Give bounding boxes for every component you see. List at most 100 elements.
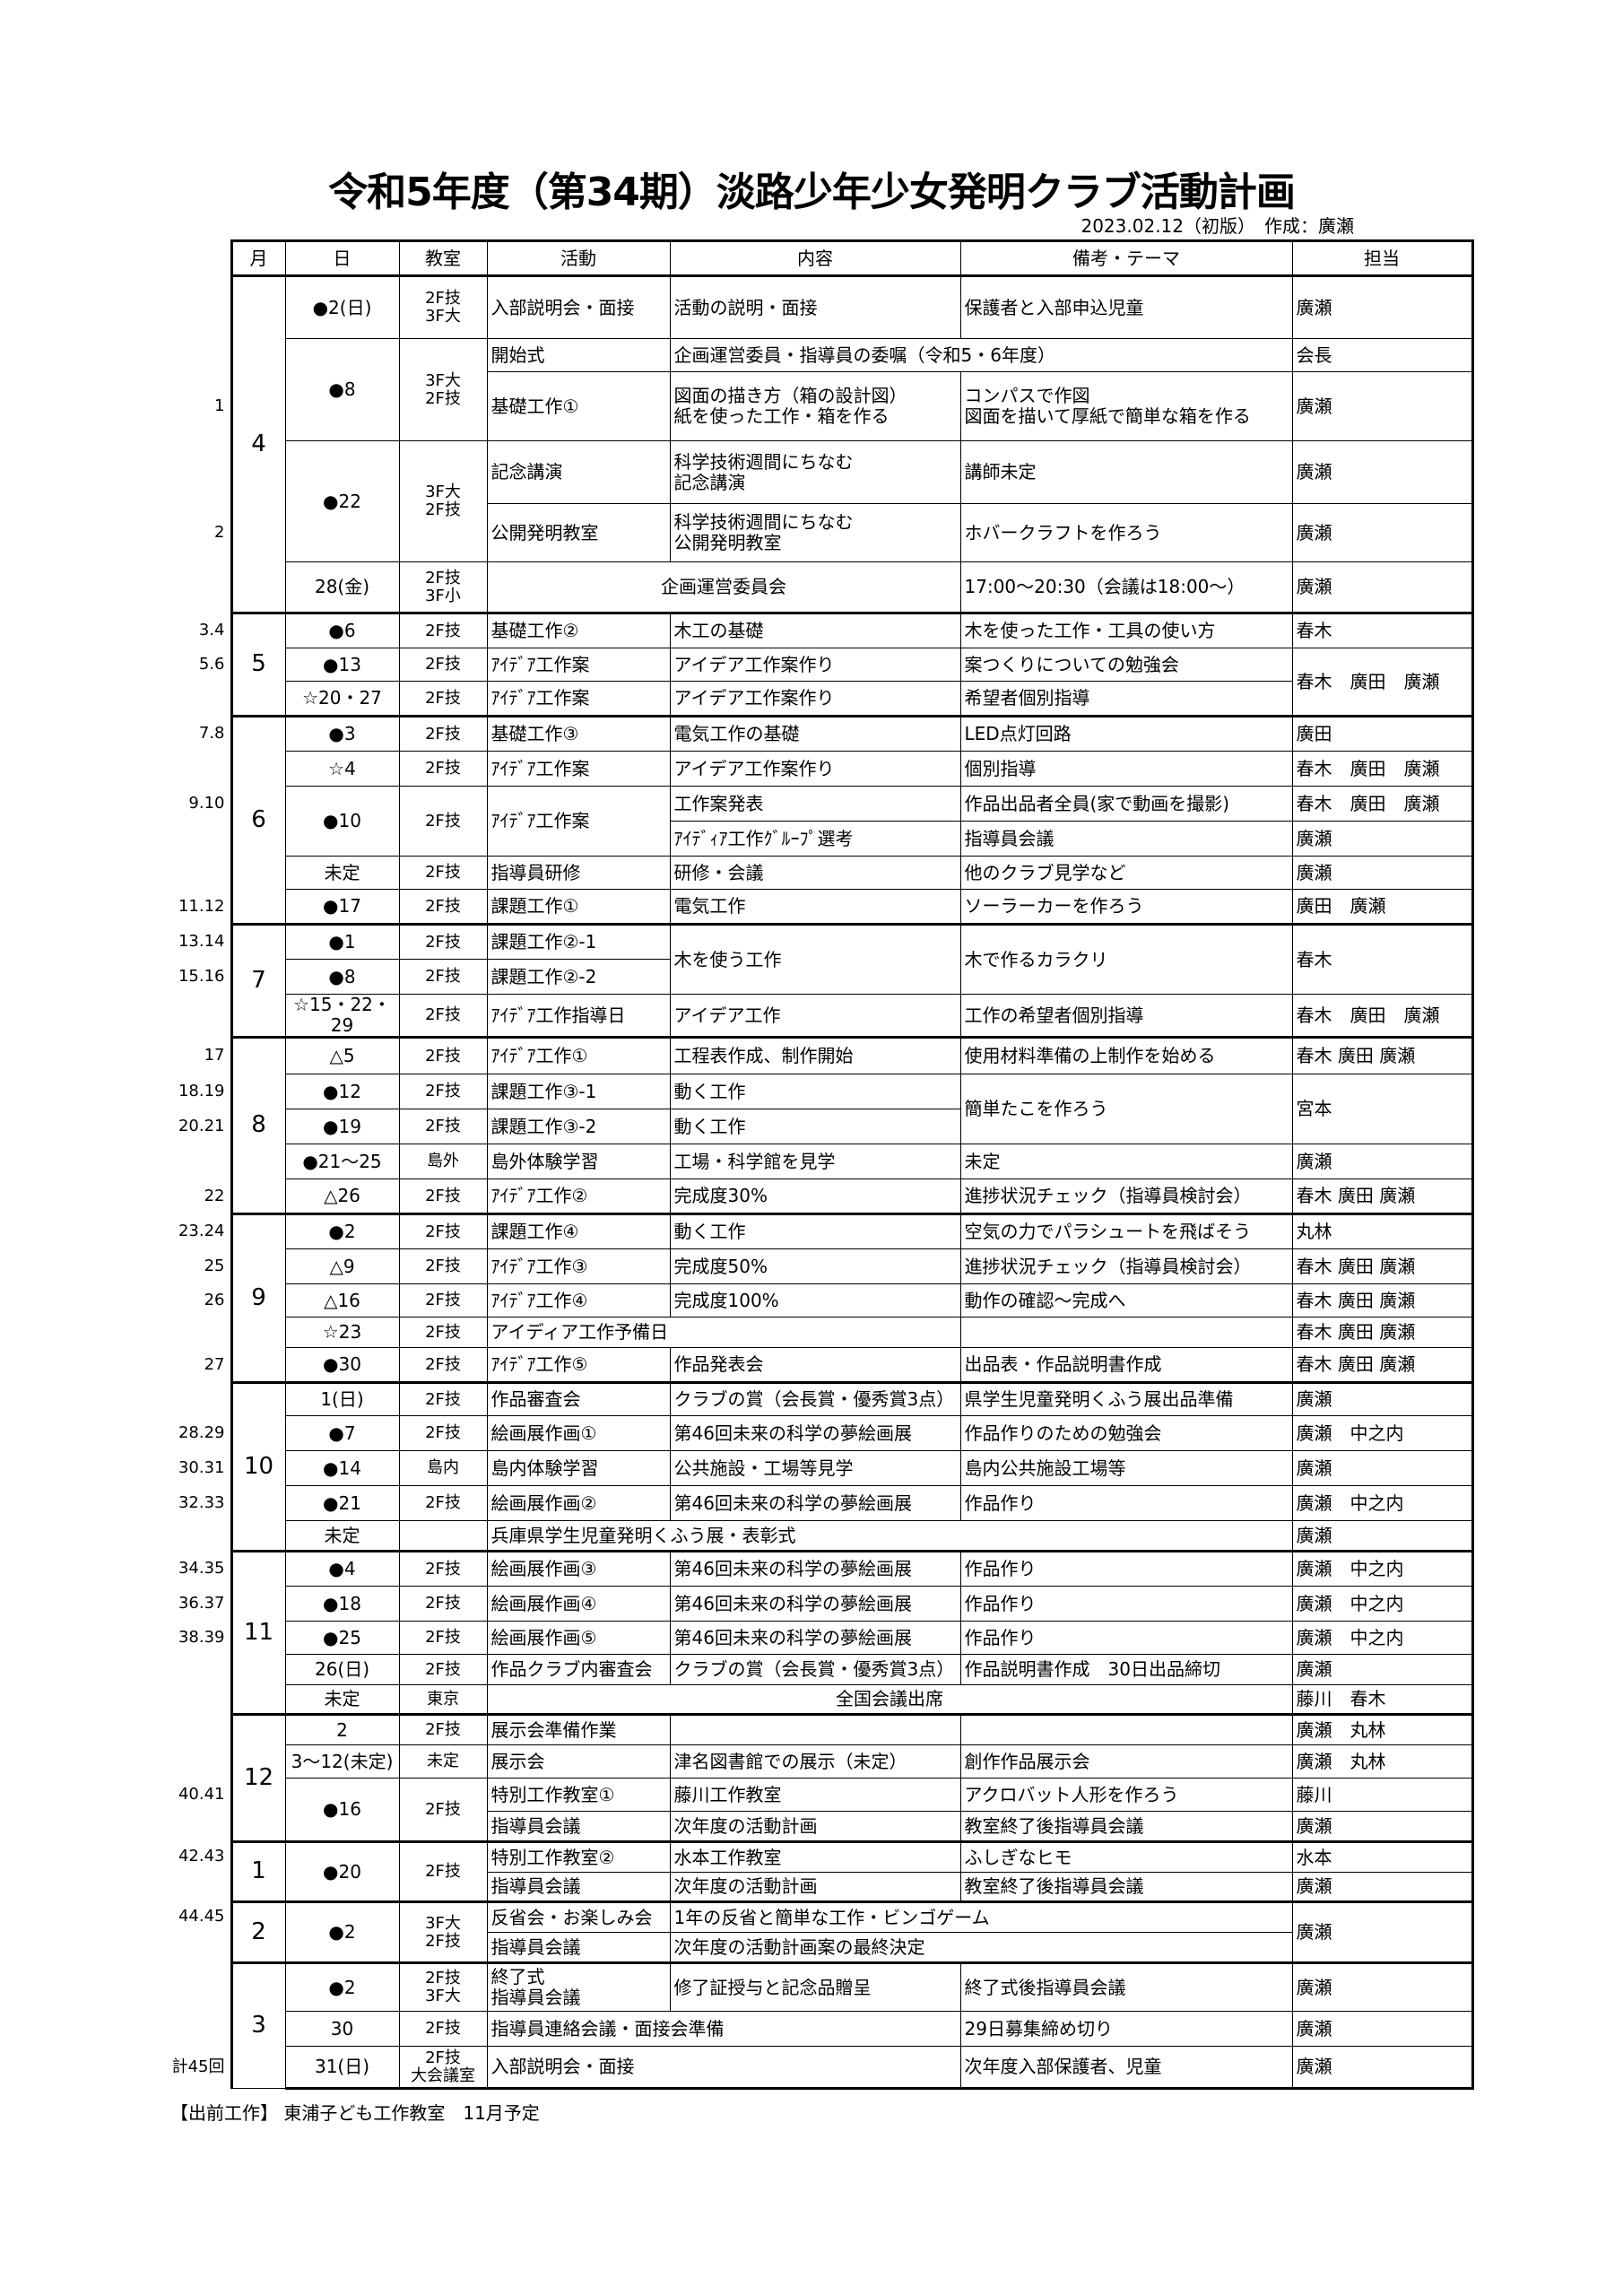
remarks-cell: 県学生児童発明くふう展出品準備 (959, 1381, 1293, 1416)
room-cell: 2F技 3F小 (398, 561, 488, 613)
remarks-cell (959, 1317, 1293, 1348)
staff-cell: 廣瀬 丸林 (1291, 1744, 1474, 1779)
room-cell: 2F技 (398, 681, 488, 717)
content-cell: アイデア工作案作り (669, 648, 961, 682)
activity-cell: 入部説明会・面接 (486, 2046, 961, 2090)
activity-cell: 絵画展作画③ (486, 1550, 671, 1587)
staff-cell: 春木 (1291, 923, 1474, 995)
date-cell: ●2(日) (284, 274, 400, 339)
staff-cell: 丸林 (1291, 1213, 1474, 1249)
date-cell: ●30 (284, 1347, 400, 1383)
room-cell (398, 1520, 488, 1552)
activity-cell: 指導員研修 (486, 856, 671, 890)
session-number-note (151, 1382, 233, 1416)
date-cell: ●4 (284, 1550, 400, 1587)
session-number-note (151, 440, 233, 504)
remarks-cell: 作品出品者全員(家で動画を撮影) (959, 786, 1293, 822)
content-cell: クラブの賞（会長賞・優秀賞3点） (669, 1654, 961, 1685)
activity-cell: ｱｲﾃﾞｱ工作① (486, 1036, 671, 1074)
content-cell: アイデア工作案作り (669, 681, 961, 717)
month-cell: 5 (230, 612, 286, 717)
activity-cell: ｱｲﾃﾞｱ工作案 (486, 648, 671, 682)
staff-cell: 廣瀬 (1291, 1961, 1474, 2012)
date-cell: 1(日) (284, 1381, 400, 1416)
table-row: ｱｲﾃﾞｨｱ工作ｸﾞﾙｰﾌﾟ選考 指導員会議 廣瀬 (151, 821, 1474, 857)
table-row: 17 8 △5 2F技 ｱｲﾃﾞｱ工作① 工程表作成、制作開始 使用材料準備の上制作を始める… (151, 1036, 1474, 1214)
activity-cell: ｱｲﾃﾞｱ工作指導日 (486, 994, 671, 1038)
room-cell: 2F技 (398, 648, 488, 682)
date-cell: ●25 (284, 1621, 400, 1655)
remarks-cell: 進捗状況チェック（指導員検討会） (959, 1248, 1293, 1284)
room-cell: 2F技 (398, 1713, 488, 1745)
activity-cell: 反省会・お楽しみ会 (486, 1900, 671, 1933)
table-row: 18.19 ●12 2F技 課題工作③-1 動く工作 簡単たこを作ろう 宮本 (151, 1074, 1474, 1144)
date-cell: ●19 (284, 1109, 400, 1144)
session-number-note: 42.43 (151, 1841, 233, 1873)
session-number-note (151, 275, 233, 339)
date-cell: △26 (284, 1178, 400, 1214)
activity-cell: 特別工作教室① (486, 1778, 671, 1812)
remarks-cell: 島内公共施設工場等 (959, 1450, 1293, 1486)
session-number-note: 5.6 (151, 648, 233, 682)
content-cell: 1年の反省と簡単な工作・ビンゴゲーム (669, 1900, 1293, 1933)
content-cell: 第46回未来の科学の夢絵画展 (669, 1485, 961, 1521)
room-cell: 3F大 2F技 (398, 1900, 488, 1963)
staff-cell: 廣瀬 中之内 (1291, 1485, 1474, 1521)
staff-cell: 廣瀬 (1291, 1450, 1474, 1486)
date-cell: △9 (284, 1248, 400, 1284)
table-row: 28(金) 2F技 3F小 企画運営委員会 17:00～20:30（会議は18:00～… (151, 561, 1474, 613)
content-cell: 次年度の活動計画 (669, 1872, 961, 1902)
staff-cell: 藤川 (1291, 1778, 1474, 1812)
room-cell: 2F技 (398, 2011, 488, 2047)
table-row: ☆20・27 2F技 ｱｲﾃﾞｱ工作案 アイデア工作案作り 希望者個別指導 (151, 681, 1472, 717)
content-cell: 科学技術週間にちなむ 公開発明教室 (669, 503, 961, 562)
staff-cell: 廣瀬 (1291, 1811, 1474, 1842)
activity-cell: 入部説明会・面接 (486, 274, 671, 339)
table-row: 25 △9 2F技 ｱｲﾃﾞｱ工作③ 完成度50% 進捗状況チェック（指導員検討会） 春木 … (151, 1248, 1474, 1284)
header-remarks: 備考・テーマ (959, 239, 1293, 277)
session-number-note: 44.45 (151, 1901, 233, 1933)
session-number-note: 25 (151, 1248, 233, 1284)
staff-cell: 春木 廣田 廣瀬 (1291, 786, 1474, 822)
content-cell: クラブの賞（会長賞・優秀賞3点） (669, 1381, 961, 1416)
table-row: 26 △16 2F技 ｱｲﾃﾞｱ工作④ 完成度100% 動作の確認～完成へ 春木 廣田 廣瀬 (151, 1283, 1474, 1318)
staff-cell: 藤川 春木 (1291, 1684, 1474, 1715)
month-cell: 6 (230, 715, 286, 925)
date-cell: ●20 (284, 1840, 400, 1902)
room-cell: 2F技 (398, 1621, 488, 1655)
staff-cell: 春木 廣田 廣瀬 (1291, 648, 1474, 717)
session-number-note: 2 (151, 503, 233, 562)
session-number-note: 計45回 (151, 2046, 233, 2089)
staff-cell: 廣瀬 (1291, 440, 1474, 504)
date-cell: ☆23 (284, 1317, 400, 1348)
date-cell: ●21 (284, 1485, 400, 1521)
room-cell: 2F技 (398, 715, 488, 752)
table-row: 13.14 7 ●1 2F技 課題工作②-1 木を使う工作 木で作るカラクリ 春木 (151, 923, 1474, 1038)
table-row: 12 2 2F技 展示会準備作業 廣瀬 丸林 (151, 1713, 1474, 1842)
remarks-cell: 指導員会議 (959, 821, 1293, 857)
staff-cell: 廣瀬 丸林 (1291, 1713, 1474, 1745)
month-cell: 9 (230, 1213, 286, 1383)
session-number-note: 22 (151, 1178, 233, 1214)
content-cell: 動く工作 (669, 1074, 961, 1109)
room-cell: 2F技 (398, 1586, 488, 1622)
session-number-note: 28.29 (151, 1415, 233, 1451)
session-number-note (151, 1744, 233, 1779)
table-row: 42.43 1 ●20 2F技 特別工作教室② 水本工作教室 ふしぎなヒモ 水本 (151, 1840, 1474, 1902)
remarks-cell: 作品作り (959, 1621, 1293, 1655)
remarks-cell: 使用材料準備の上制作を始める (959, 1036, 1293, 1074)
content-cell: 工程表作成、制作開始 (669, 1036, 961, 1074)
session-number-note: 3.4 (151, 613, 233, 648)
activity-cell: 公開発明教室 (486, 503, 671, 562)
session-number-note (151, 1872, 233, 1902)
month-cell: 1 (230, 1840, 286, 1902)
remarks-cell: ふしぎなヒモ (959, 1840, 1293, 1873)
room-cell: 2F技 (398, 1347, 488, 1383)
month-cell: 4 (230, 274, 286, 613)
content-cell: 修了証授与と記念品贈呈 (669, 1961, 961, 2012)
activity-cell: 作品審査会 (486, 1381, 671, 1416)
staff-cell: 春木 廣田 廣瀬 (1291, 1248, 1474, 1284)
activity-cell: 絵画展作画① (486, 1415, 671, 1451)
staff-cell: 廣瀬 (1291, 856, 1474, 890)
date-cell: ●22 (284, 440, 400, 562)
